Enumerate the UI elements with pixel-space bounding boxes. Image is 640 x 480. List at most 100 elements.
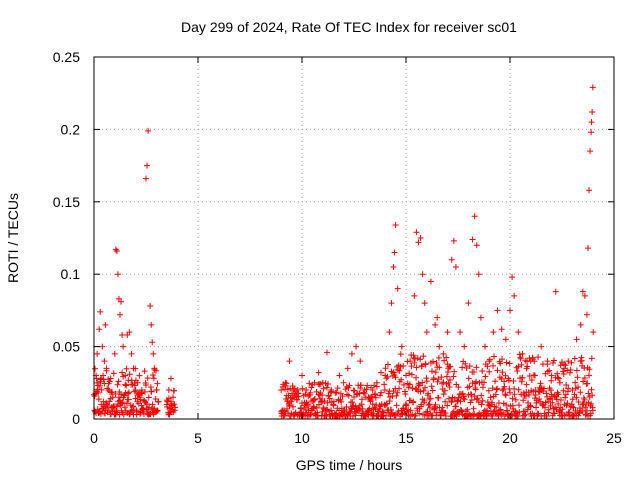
data-point — [547, 402, 554, 409]
data-point — [170, 394, 177, 401]
data-point — [144, 162, 151, 169]
data-point — [447, 377, 454, 384]
data-point — [171, 387, 178, 394]
data-point — [537, 380, 544, 387]
data-point — [521, 412, 528, 419]
data-point — [502, 391, 509, 398]
data-point — [494, 385, 501, 392]
data-point — [475, 271, 482, 278]
data-point — [440, 379, 447, 386]
data-point — [411, 292, 418, 299]
data-point — [92, 408, 99, 415]
data-point — [443, 373, 450, 380]
data-point — [428, 412, 435, 419]
data-point — [343, 404, 350, 411]
data-point — [427, 278, 434, 285]
data-point — [432, 401, 439, 408]
data-point — [481, 379, 487, 386]
data-point — [526, 372, 533, 379]
data-point — [377, 392, 383, 399]
data-point — [120, 411, 127, 418]
data-point — [284, 405, 291, 412]
data-point — [413, 374, 420, 381]
data-point — [468, 397, 475, 404]
data-point — [445, 380, 452, 387]
data-point — [410, 398, 417, 405]
data-point — [569, 403, 576, 410]
data-point — [126, 389, 133, 396]
data-point — [411, 359, 418, 366]
data-point — [366, 405, 373, 412]
data-point — [407, 358, 414, 365]
y-tick-label: 0.05 — [53, 339, 80, 355]
data-point — [589, 407, 596, 414]
data-point — [372, 390, 379, 397]
data-point — [494, 307, 501, 314]
data-point — [554, 370, 561, 377]
data-point — [527, 358, 534, 365]
data-point — [563, 381, 570, 388]
data-point — [286, 358, 293, 365]
data-point — [487, 394, 494, 401]
data-point — [484, 363, 491, 370]
data-point — [393, 402, 400, 409]
data-point — [278, 408, 285, 415]
data-point — [571, 391, 578, 398]
data-point — [551, 357, 558, 364]
data-point — [294, 396, 301, 403]
data-point — [441, 387, 448, 394]
data-point — [323, 384, 330, 391]
data-point — [323, 349, 330, 356]
data-point — [408, 371, 415, 378]
data-point — [429, 387, 436, 394]
data-point — [315, 369, 322, 376]
data-point — [429, 368, 435, 375]
data-point — [398, 343, 405, 350]
data-point — [562, 391, 569, 398]
data-point — [492, 391, 499, 398]
x-axis-label: GPS time / hours — [296, 457, 403, 473]
data-point — [132, 395, 139, 402]
data-point — [106, 398, 113, 405]
data-point — [438, 374, 445, 381]
data-point — [282, 379, 289, 386]
data-point — [409, 385, 416, 392]
data-point — [413, 364, 420, 371]
data-point — [568, 359, 575, 366]
data-point — [547, 387, 554, 394]
data-point — [357, 358, 364, 365]
data-point — [397, 351, 404, 358]
data-point — [546, 367, 553, 374]
data-point — [119, 369, 126, 376]
data-point — [490, 362, 497, 369]
data-point — [473, 378, 480, 385]
data-point — [515, 329, 522, 336]
data-point — [566, 369, 573, 376]
data-points — [91, 84, 597, 420]
data-point — [434, 378, 441, 385]
data-point — [319, 379, 326, 386]
data-point — [435, 375, 442, 382]
data-point — [441, 357, 448, 364]
data-point — [557, 397, 564, 404]
data-point — [560, 387, 567, 394]
data-point — [126, 371, 133, 378]
data-point — [333, 389, 340, 396]
data-point — [348, 350, 355, 357]
data-point — [400, 381, 407, 388]
data-point — [489, 412, 496, 419]
data-point — [462, 360, 469, 367]
data-point — [357, 382, 364, 389]
data-point — [425, 390, 432, 397]
data-point — [511, 391, 518, 398]
data-point — [581, 292, 588, 299]
data-point — [306, 380, 313, 387]
data-point — [466, 363, 473, 370]
data-point — [339, 393, 346, 400]
data-point — [138, 387, 145, 394]
data-point — [486, 356, 493, 363]
data-point — [492, 378, 499, 385]
data-point — [421, 397, 428, 404]
data-point — [112, 246, 119, 253]
data-point — [136, 394, 143, 401]
